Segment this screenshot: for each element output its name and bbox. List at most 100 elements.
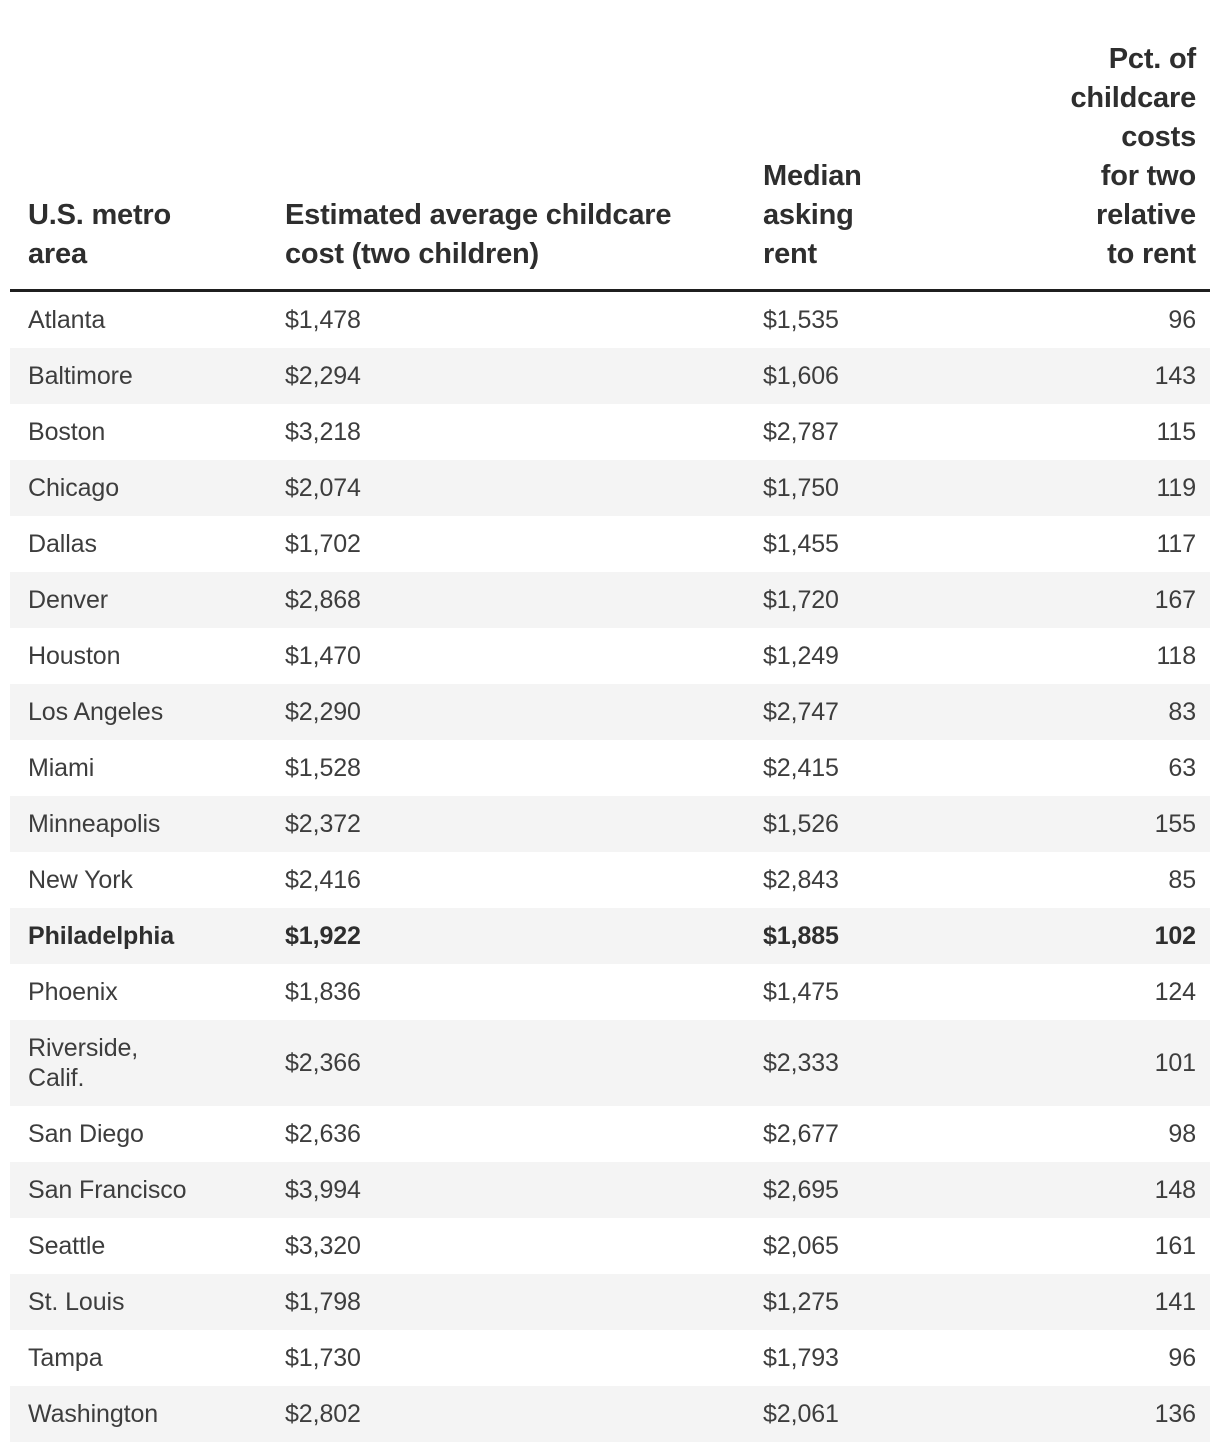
table-row: Seattle $3,320 $2,065 161	[10, 1218, 1210, 1274]
table-row: San Diego $2,636 $2,677 98	[10, 1106, 1210, 1162]
pct-cell: 148	[1154, 1176, 1197, 1204]
metro-cell: Baltimore	[28, 362, 133, 390]
childcare-cost-cell: $1,528	[285, 754, 361, 782]
metro-cell: Phoenix	[28, 978, 118, 1006]
pct-cell: 143	[1154, 362, 1197, 390]
childcare-cost-cell: $3,994	[285, 1176, 361, 1204]
median-rent-cell: $2,787	[763, 418, 839, 446]
median-rent-cell: $1,526	[763, 810, 839, 838]
pct-cell: 155	[1154, 810, 1197, 838]
pct-cell: 98	[1168, 1120, 1196, 1148]
table-row: Houston $1,470 $1,249 118	[10, 628, 1210, 684]
table-row: New York $2,416 $2,843 85	[10, 852, 1210, 908]
table-row: Denver $2,868 $1,720 167	[10, 572, 1210, 628]
childcare-cost-cell: $2,366	[285, 1049, 361, 1077]
pct-cell: 96	[1168, 1344, 1196, 1372]
table-body: Atlanta $1,478 $1,535 96 Baltimore $2,294 $1,6…	[0, 292, 1220, 1442]
pct-cell: 115	[1156, 418, 1196, 446]
pct-cell: 96	[1168, 306, 1196, 334]
pct-cell: 63	[1168, 754, 1196, 782]
median-rent-cell: $2,065	[763, 1232, 839, 1260]
childcare-cost-cell: $2,636	[285, 1120, 361, 1148]
childcare-cost-cell: $1,478	[285, 306, 361, 334]
table-row: Tampa $1,730 $1,793 96	[10, 1330, 1210, 1386]
table-row: St. Louis $1,798 $1,275 141	[10, 1274, 1210, 1330]
pct-cell: 118	[1156, 642, 1196, 670]
pct-cell: 161	[1154, 1232, 1197, 1260]
header-median-rent: Median asking rent	[763, 160, 862, 270]
median-rent-cell: $2,415	[763, 754, 839, 782]
table-row: San Francisco $3,994 $2,695 148	[10, 1162, 1210, 1218]
table-row: Dallas $1,702 $1,455 117	[10, 516, 1210, 572]
table-row: Los Angeles $2,290 $2,747 83	[10, 684, 1210, 740]
table-row: Miami $1,528 $2,415 63	[10, 740, 1210, 796]
table-row: Boston $3,218 $2,787 115	[10, 404, 1210, 460]
childcare-cost-cell: $1,730	[285, 1344, 361, 1372]
childcare-cost-cell: $2,416	[285, 866, 361, 894]
median-rent-cell: $1,535	[763, 306, 839, 334]
median-rent-cell: $1,275	[763, 1288, 839, 1316]
childcare-cost-cell: $1,798	[285, 1288, 361, 1316]
median-rent-cell: $1,793	[763, 1344, 839, 1372]
pct-cell: 141	[1154, 1288, 1197, 1316]
childcare-cost-cell: $1,702	[285, 530, 361, 558]
table-row: Atlanta $1,478 $1,535 96	[10, 292, 1210, 348]
metro-cell: Seattle	[28, 1232, 106, 1260]
metro-cell: San Diego	[28, 1120, 144, 1148]
median-rent-cell: $1,720	[763, 586, 839, 614]
median-rent-cell: $2,061	[763, 1400, 839, 1428]
childcare-cost-cell: $1,922	[285, 922, 361, 950]
metro-cell: St. Louis	[28, 1288, 125, 1316]
metro-cell: Tampa	[28, 1344, 103, 1372]
metro-cell: Riverside, Calif.	[28, 1034, 139, 1092]
median-rent-cell: $2,695	[763, 1176, 839, 1204]
median-rent-cell: $2,677	[763, 1120, 839, 1148]
metro-cell: New York	[28, 866, 133, 894]
childcare-cost-cell: $1,470	[285, 642, 361, 670]
pct-cell: 167	[1154, 586, 1197, 614]
table-row: Riverside, Calif. $2,366 $2,333 101	[10, 1020, 1210, 1106]
childcare-cost-cell: $3,218	[285, 418, 361, 446]
table-row: Washington $2,802 $2,061 136	[10, 1386, 1210, 1442]
metro-cell: Houston	[28, 642, 121, 670]
metro-cell: Miami	[28, 754, 95, 782]
childcare-cost-cell: $2,074	[285, 474, 361, 502]
median-rent-cell: $2,843	[763, 866, 839, 894]
median-rent-cell: $1,475	[763, 978, 839, 1006]
metro-cell: Washington	[28, 1400, 159, 1428]
childcare-cost-cell: $2,290	[285, 698, 361, 726]
table-row: Philadelphia $1,922 $1,885 102	[10, 908, 1210, 964]
median-rent-cell: $2,333	[763, 1049, 839, 1077]
median-rent-cell: $1,885	[763, 922, 839, 950]
pct-cell: 136	[1154, 1400, 1197, 1428]
table-row: Chicago $2,074 $1,750 119	[10, 460, 1210, 516]
pct-cell: 101	[1154, 1049, 1197, 1077]
pct-cell: 119	[1156, 474, 1196, 502]
metro-cell: Chicago	[28, 474, 120, 502]
median-rent-cell: $2,747	[763, 698, 839, 726]
childcare-cost-cell: $3,320	[285, 1232, 361, 1260]
pct-cell: 83	[1168, 698, 1196, 726]
header-metro-area: U.S. metro area	[28, 199, 172, 270]
table-row: Phoenix $1,836 $1,475 124	[10, 964, 1210, 1020]
header-pct-relative: Pct. of childcare costs for two relative…	[1070, 43, 1196, 270]
table-header-row: U.S. metro area Estimated average childc…	[10, 40, 1210, 292]
pct-cell: 85	[1168, 866, 1196, 894]
metro-cell: Los Angeles	[28, 698, 164, 726]
pct-cell: 117	[1156, 530, 1196, 558]
pct-cell: 102	[1154, 922, 1197, 950]
median-rent-cell: $1,750	[763, 474, 839, 502]
median-rent-cell: $1,606	[763, 362, 839, 390]
metro-cell: Boston	[28, 418, 106, 446]
childcare-cost-cell: $1,836	[285, 978, 361, 1006]
metro-cell: San Francisco	[28, 1176, 187, 1204]
table-row: Baltimore $2,294 $1,606 143	[10, 348, 1210, 404]
childcare-cost-cell: $2,802	[285, 1400, 361, 1428]
metro-cell: Atlanta	[28, 306, 106, 334]
childcare-cost-cell: $2,372	[285, 810, 361, 838]
metro-cell: Minneapolis	[28, 810, 161, 838]
table-row: Minneapolis $2,372 $1,526 155	[10, 796, 1210, 852]
metro-cell: Denver	[28, 586, 108, 614]
childcare-cost-cell: $2,868	[285, 586, 361, 614]
